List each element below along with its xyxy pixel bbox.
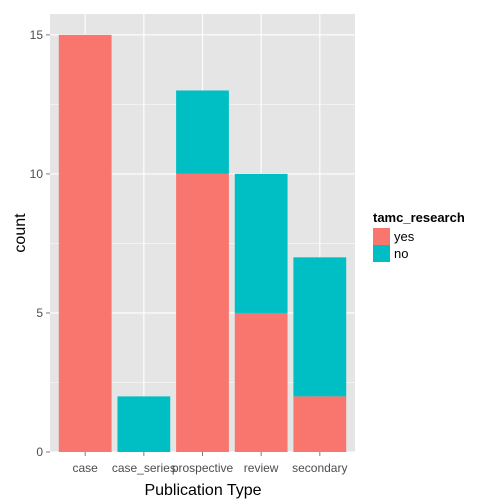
x-tick-label-review: review [244, 461, 279, 475]
bar-review-no [235, 174, 288, 313]
y-tick-label: 10 [30, 167, 44, 181]
bar-case_series-no [117, 396, 170, 452]
x-tick-label-case_series: case_series [112, 461, 176, 475]
x-tick-label-secondary: secondary [292, 461, 347, 475]
y-axis: 0 5 10 15 [30, 28, 50, 459]
legend-key-no [373, 245, 390, 262]
x-axis-title: Publication Type [144, 482, 261, 499]
bar-prospective-no [176, 90, 229, 173]
legend-label-no: no [394, 246, 408, 261]
y-tick-label: 15 [30, 28, 44, 42]
bar-review-yes [235, 313, 288, 452]
bar-secondary-no [293, 257, 346, 396]
legend-label-yes: yes [394, 229, 415, 244]
legend: tamc_research yes no [373, 210, 465, 262]
x-tick-label-prospective: prospective [172, 461, 234, 475]
bar-case-yes [59, 35, 112, 452]
y-axis-title: count [12, 213, 29, 253]
x-tick-label-case: case [73, 461, 99, 475]
bar-secondary-yes [293, 396, 346, 452]
legend-title: tamc_research [373, 210, 465, 225]
y-tick-label: 5 [36, 306, 43, 320]
legend-key-yes [373, 228, 390, 245]
bar-prospective-yes [176, 174, 229, 452]
y-tick-label: 0 [36, 445, 43, 459]
